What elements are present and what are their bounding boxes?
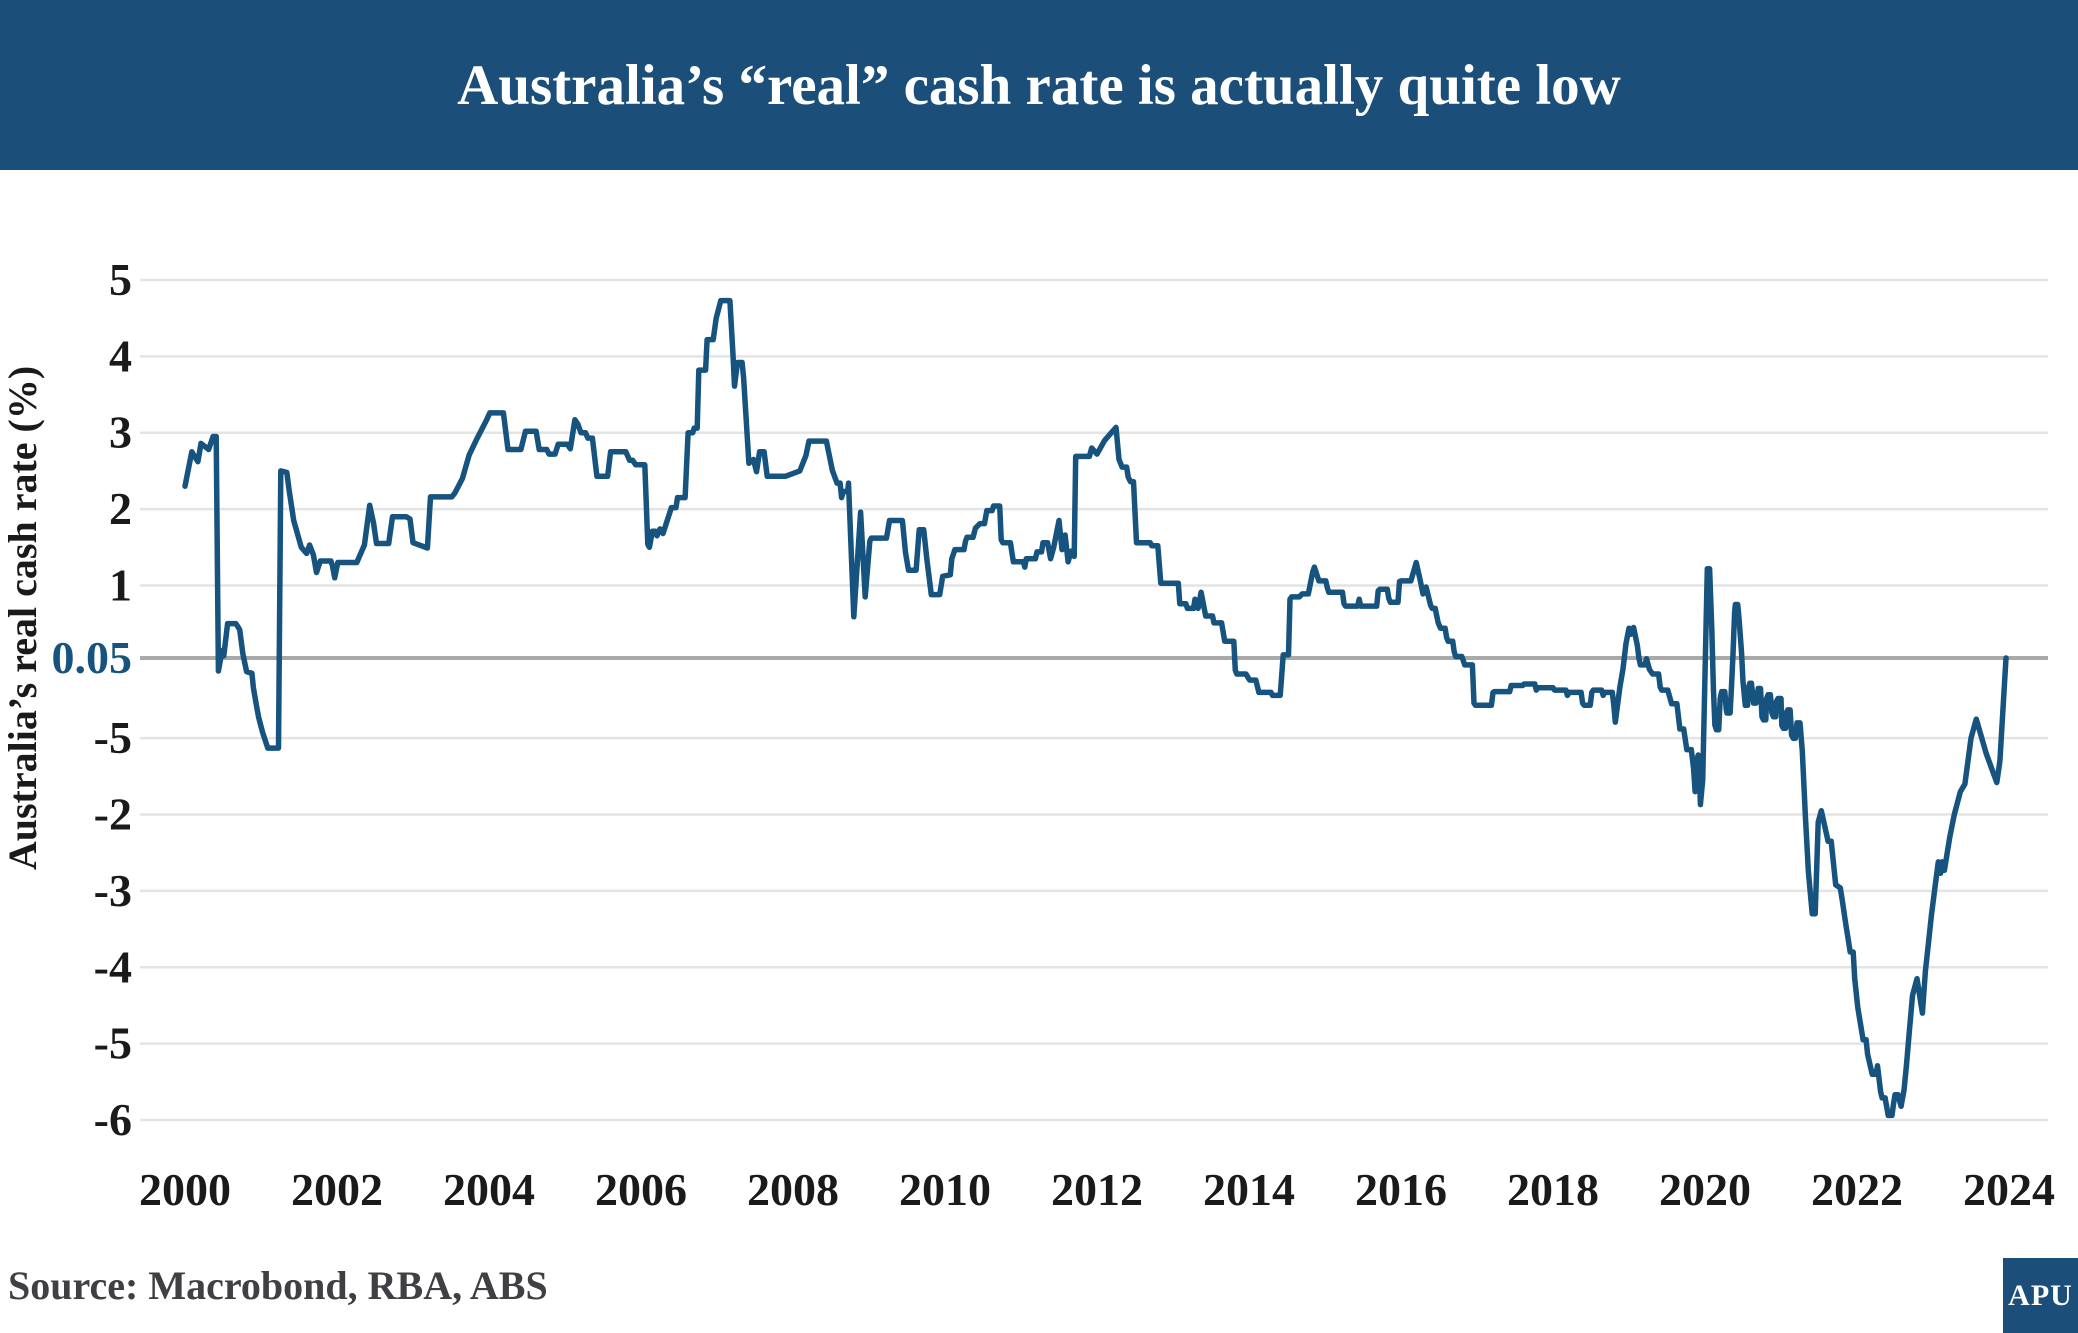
y-tick-label: 5	[109, 254, 132, 305]
y-tick-labels: 5 4 3 2 1 0.05 -5 -2 -3 -4 -5 -6	[52, 254, 133, 1145]
x-tick-labels: 2000 2002 2004 2006 2008 2010 2012 2014 2016 2018…	[139, 1164, 2055, 1215]
source-text: Source: Macrobond, RBA, ABS	[8, 1263, 548, 1308]
x-tick-label: 2000	[139, 1164, 231, 1215]
y-tick-label: -3	[94, 865, 132, 916]
y-tick-label: 3	[109, 407, 132, 458]
x-tick-label: 2008	[747, 1164, 839, 1215]
apu-logo: APU	[2003, 1258, 2078, 1333]
x-tick-label: 2018	[1507, 1164, 1599, 1215]
x-tick-label: 2022	[1811, 1164, 1903, 1215]
x-tick-label: 2024	[1963, 1164, 2055, 1215]
x-tick-label: 2014	[1203, 1164, 1295, 1215]
real-cash-rate-line	[182, 297, 2009, 1119]
y-tick-label: 0.05	[52, 632, 133, 683]
y-tick-label: -4	[94, 941, 132, 992]
gridlines	[140, 278, 2048, 1122]
x-tick-label: 2006	[595, 1164, 687, 1215]
y-tick-label: -2	[94, 789, 132, 840]
chart-title: Australia’s “real” cash rate is actually…	[457, 53, 1621, 117]
x-tick-label: 2004	[443, 1164, 535, 1215]
y-tick-label: -5	[94, 712, 132, 763]
y-tick-label: 2	[109, 483, 132, 534]
x-tick-label: 2016	[1355, 1164, 1447, 1215]
header-banner: Australia’s “real” cash rate is actually…	[0, 0, 2078, 170]
x-tick-label: 2012	[1051, 1164, 1143, 1215]
x-tick-label: 2010	[899, 1164, 991, 1215]
x-tick-label: 2002	[291, 1164, 383, 1215]
y-tick-label: 4	[109, 330, 132, 381]
y-tick-label: 1	[109, 559, 132, 610]
y-tick-label: -5	[94, 1018, 132, 1069]
y-tick-label: -6	[94, 1094, 132, 1145]
chart-area: 5 4 3 2 1 0.05 -5 -2 -3 -4 -5 -6 2000 2002 2004 2006 200…	[0, 170, 2078, 1230]
y-axis-title: Australia’s real cash rate (%)	[0, 366, 45, 870]
apu-logo-text: APU	[2008, 1278, 2073, 1312]
x-tick-label: 2020	[1659, 1164, 1751, 1215]
